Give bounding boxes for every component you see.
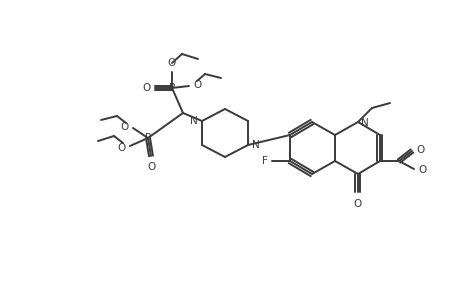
Text: N: N bbox=[190, 116, 197, 126]
Text: N: N bbox=[360, 118, 368, 128]
Text: O: O bbox=[353, 199, 361, 209]
Text: O: O bbox=[415, 145, 423, 155]
Text: P: P bbox=[145, 133, 151, 143]
Text: P: P bbox=[168, 83, 175, 93]
Text: O: O bbox=[417, 165, 425, 175]
Text: N: N bbox=[252, 140, 259, 150]
Text: O: O bbox=[120, 122, 129, 132]
Text: O: O bbox=[168, 58, 176, 68]
Text: F: F bbox=[262, 156, 268, 166]
Text: O: O bbox=[118, 143, 126, 153]
Text: O: O bbox=[142, 83, 151, 93]
Text: O: O bbox=[193, 80, 201, 90]
Text: O: O bbox=[147, 162, 156, 172]
